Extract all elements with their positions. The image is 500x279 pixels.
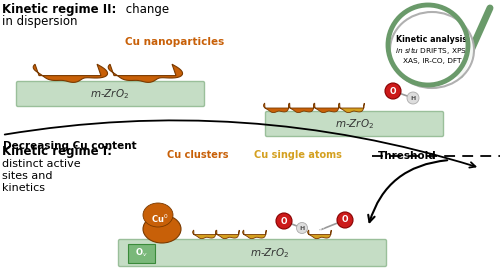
Text: $m$-ZrO$_2$: $m$-ZrO$_2$ [250, 246, 290, 260]
Text: $m$-ZrO$_2$: $m$-ZrO$_2$ [336, 117, 374, 131]
Circle shape [407, 92, 419, 104]
Polygon shape [264, 103, 289, 113]
Ellipse shape [143, 203, 173, 227]
Polygon shape [192, 230, 216, 239]
Polygon shape [338, 103, 364, 113]
Text: H: H [300, 225, 304, 230]
Text: Cu single atoms: Cu single atoms [254, 150, 342, 160]
Text: Cu$^0$: Cu$^0$ [60, 61, 80, 75]
Text: Cu$^0$: Cu$^0$ [295, 98, 309, 108]
Text: O$_v$: O$_v$ [134, 247, 147, 259]
FancyBboxPatch shape [266, 112, 444, 136]
Text: Cu$^0$: Cu$^0$ [151, 213, 169, 225]
Text: $m$-ZrO$_2$: $m$-ZrO$_2$ [90, 87, 130, 101]
Polygon shape [34, 64, 108, 82]
Polygon shape [288, 103, 314, 113]
Polygon shape [216, 230, 240, 239]
Text: Cu$^0$: Cu$^0$ [135, 61, 155, 75]
Text: sites and: sites and [2, 171, 52, 181]
FancyBboxPatch shape [16, 81, 204, 107]
Polygon shape [308, 230, 332, 239]
Polygon shape [108, 64, 182, 82]
Polygon shape [242, 230, 266, 239]
Text: in dispersion: in dispersion [2, 16, 78, 28]
Text: Cu$^0$: Cu$^0$ [320, 98, 334, 108]
Text: Cu$^+$: Cu$^+$ [221, 225, 235, 234]
Polygon shape [314, 103, 340, 113]
Circle shape [296, 222, 308, 234]
Text: kinetics: kinetics [2, 183, 45, 193]
Circle shape [385, 83, 401, 99]
Text: Kinetic analysis: Kinetic analysis [396, 35, 468, 44]
Text: $\it{in\ situ}$ DRIFTS, XPS,: $\it{in\ situ}$ DRIFTS, XPS, [395, 45, 469, 57]
Circle shape [337, 212, 353, 228]
Text: H: H [410, 95, 416, 100]
Text: Cu$^+$: Cu$^+$ [198, 225, 212, 234]
Ellipse shape [390, 12, 474, 88]
Text: Kinetic regime I:: Kinetic regime I: [2, 146, 112, 158]
Text: change: change [122, 4, 169, 16]
Text: Cu$^+$: Cu$^+$ [313, 225, 327, 234]
Text: Threshold: Threshold [378, 151, 437, 161]
Circle shape [276, 213, 292, 229]
Text: Cu$^+$: Cu$^+$ [344, 98, 360, 107]
Ellipse shape [143, 215, 181, 243]
Text: Cu$^+$: Cu$^+$ [248, 225, 262, 234]
Text: Cu$^0$: Cu$^0$ [270, 98, 284, 108]
Text: Kinetic regime II:: Kinetic regime II: [2, 4, 116, 16]
FancyBboxPatch shape [118, 239, 386, 266]
Text: O: O [281, 217, 287, 225]
Text: Cu nanoparticles: Cu nanoparticles [126, 37, 224, 47]
Text: Decreasing Cu content: Decreasing Cu content [3, 141, 136, 151]
Text: O: O [342, 215, 348, 225]
Text: XAS, IR-CO, DFT: XAS, IR-CO, DFT [403, 58, 461, 64]
Text: Cu clusters: Cu clusters [167, 150, 229, 160]
Text: O: O [390, 86, 396, 95]
Text: distinct active: distinct active [2, 159, 80, 169]
FancyBboxPatch shape [128, 244, 154, 263]
